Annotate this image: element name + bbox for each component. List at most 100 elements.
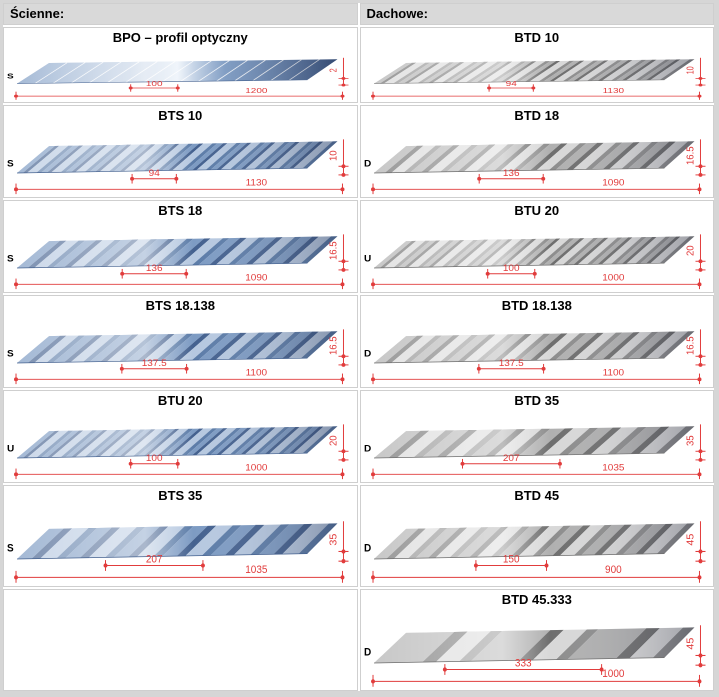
profile-title: BTS 18 <box>158 203 203 218</box>
dimension-width-label: 1130 <box>602 86 624 94</box>
profile-drawing: U 100 1000 20 <box>364 234 705 290</box>
dimension-annotations <box>372 57 705 100</box>
profile-drawing: D 333 1000 45 <box>364 625 705 687</box>
dimension-width-label: 1100 <box>602 368 624 379</box>
profile-letter-label: D <box>364 543 372 554</box>
profile-drawing: D 137.5 1100 16.5 <box>364 329 705 385</box>
profile-cell-btu-20: BTU 20 U 100 1000 20 <box>359 200 714 293</box>
profile-sheet <box>17 236 338 269</box>
profile-cell-bts-35: BTS 35 S 207 1035 35 <box>3 485 358 587</box>
profile-title: BTD 45.333 <box>501 592 572 607</box>
profile-sheet <box>17 141 338 174</box>
dimension-height-label: 45 <box>685 637 696 649</box>
profile-cell-btd-35: BTD 35 D 207 1035 35 <box>359 390 714 483</box>
profile-letter-label: U <box>7 443 14 454</box>
profile-cell-btu-20: BTU 20 U 100 1000 20 <box>3 390 358 483</box>
profile-letter-label: U <box>364 253 371 264</box>
dimension-pitch-label: 94 <box>149 168 161 179</box>
dimension-width-label: 1090 <box>602 178 625 189</box>
dimension-height-label: 20 <box>685 245 696 256</box>
dimension-width-label: 1130 <box>246 178 268 189</box>
profile-sheet <box>373 426 694 459</box>
dimension-annotations <box>372 329 705 385</box>
dimension-pitch-label: 333 <box>514 658 531 669</box>
profile-letter-label: S <box>7 543 14 554</box>
dimension-height-label: 35 <box>329 533 340 545</box>
profile-drawing: S 136 1090 16.5 <box>7 234 349 290</box>
dimension-height-label: 45 <box>685 533 696 545</box>
profile-title: BTU 20 <box>514 203 560 218</box>
dimension-height-label: 20 <box>328 435 339 446</box>
column-header-scienne: Ścienne: <box>3 3 358 25</box>
dimension-pitch-label: 100 <box>146 453 163 464</box>
dimension-annotations <box>372 521 705 583</box>
profile-title: BTD 18 <box>514 108 560 123</box>
profile-letter-label: D <box>364 443 371 454</box>
profile-drawing: D 207 1035 35 <box>364 424 705 480</box>
profile-cell-btd-10: BTD 10 94 1130 10 <box>359 27 714 103</box>
profile-sheet <box>17 331 338 364</box>
dimension-height-label: 16.5 <box>685 146 696 165</box>
profile-title: BTS 18.138 <box>145 298 215 313</box>
dimension-pitch-label: 94 <box>505 79 516 87</box>
profile-drawing: U 100 1000 20 <box>7 424 349 480</box>
profile-sheet <box>373 141 694 174</box>
profile-title: BPO – profil optyczny <box>112 30 248 45</box>
dimension-height-label: 16.5 <box>685 336 696 355</box>
dimension-width-label: 1000 <box>245 463 268 474</box>
dimension-pitch-label: 100 <box>502 263 519 274</box>
profile-drawing: 94 1130 10 <box>370 57 705 100</box>
dimension-width-label: 1035 <box>602 463 625 474</box>
profile-drawing: D 150 900 45 <box>364 521 705 583</box>
dimension-width-label: 1000 <box>602 273 625 284</box>
profile-title: BTD 45 <box>514 488 560 503</box>
profile-sheet <box>373 523 694 560</box>
profile-drawing: S 100 1200 2 <box>7 57 349 100</box>
profile-letter-label: S <box>7 158 14 169</box>
profile-title: BTU 20 <box>157 393 203 408</box>
profile-drawing: S 207 1035 35 <box>7 521 349 583</box>
dimension-annotations <box>15 329 349 385</box>
profile-sheet <box>373 627 694 664</box>
dimension-height-label: 2 <box>327 68 338 72</box>
profile-cell-btd-18-138: BTD 18.138 D 137.5 1100 16.5 <box>359 295 714 388</box>
profile-drawing: S 137.5 1100 16.5 <box>7 329 349 385</box>
profile-title: BTS 35 <box>158 488 203 503</box>
dimension-width-label: 1035 <box>245 565 267 576</box>
profile-cell-bts-18-138: BTS 18.138 S 137.5 1100 16.5 <box>3 295 358 388</box>
profile-cell-btd-18: BTD 18 D 136 1090 16.5 <box>359 105 714 198</box>
profile-letter-label: D <box>364 647 372 658</box>
dimension-pitch-label: 137.5 <box>142 358 168 369</box>
profile-title: BTD 18.138 <box>501 298 572 313</box>
dimension-width-label: 1000 <box>602 669 624 680</box>
dimension-pitch-label: 207 <box>502 453 519 464</box>
profile-letter-label: D <box>364 348 371 359</box>
profile-title: BTD 10 <box>514 30 560 45</box>
dimension-width-label: 1200 <box>245 86 267 94</box>
profile-cell-bts-10: BTS 10 S 94 1130 10 <box>3 105 358 198</box>
dimension-pitch-label: 207 <box>146 554 163 565</box>
profile-sheet <box>17 426 338 459</box>
dimension-pitch-label: 136 <box>146 263 163 274</box>
dimension-pitch-label: 150 <box>502 554 519 565</box>
profile-drawing: D 136 1090 16.5 <box>364 139 705 195</box>
dimension-height-label: 16.5 <box>328 241 339 260</box>
profile-drawing: S 94 1130 10 <box>7 139 349 195</box>
profile-sheet <box>373 236 694 269</box>
profile-title: BTS 10 <box>158 108 203 123</box>
profile-letter-label: S <box>7 253 14 264</box>
dimension-annotations <box>15 57 349 100</box>
profile-sheet <box>373 59 694 84</box>
dimension-height-label: 35 <box>685 435 696 446</box>
dimension-pitch-label: 100 <box>146 79 163 87</box>
profile-cell-bpo-profil-optyczny: BPO – profil optyczny S 100 1200 2 <box>3 27 358 103</box>
dimension-height-label: 16.5 <box>328 336 339 355</box>
dimension-width-label: 1100 <box>246 368 268 379</box>
profile-table: Ścienne: Dachowe: BPO – profil optyczny S… <box>3 3 714 691</box>
profile-letter-label: S <box>7 348 14 359</box>
dimension-height-label: 10 <box>328 150 339 161</box>
profile-sheet <box>17 523 338 560</box>
profile-title: BTD 35 <box>514 393 560 408</box>
profile-cell-btd-45-333: BTD 45.333 D 333 1000 45 <box>359 589 714 691</box>
dimension-pitch-label: 137.5 <box>498 358 524 369</box>
